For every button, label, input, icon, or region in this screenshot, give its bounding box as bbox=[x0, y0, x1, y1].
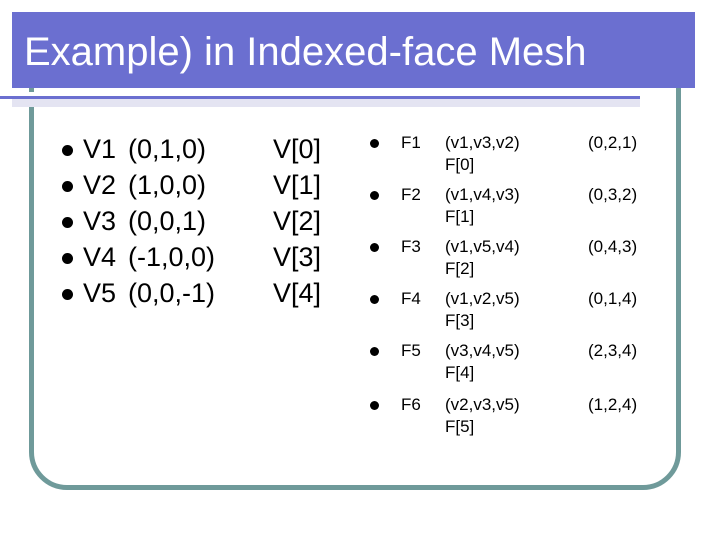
vertex-name: V1 bbox=[83, 134, 117, 164]
face-name: F5 bbox=[401, 341, 421, 360]
face-ids: (0,1,4) bbox=[588, 289, 638, 308]
title-rule-shadow bbox=[12, 99, 640, 107]
face-index: F[0] bbox=[445, 155, 475, 174]
face-index: F[4] bbox=[445, 363, 475, 382]
face-ids: (0,3,2) bbox=[588, 185, 638, 204]
vertex-index: V[0] bbox=[273, 134, 322, 164]
face-name: F3 bbox=[401, 237, 421, 256]
face-name: F2 bbox=[401, 185, 421, 204]
face-index: F[2] bbox=[445, 259, 475, 278]
vertex-name: V5 bbox=[83, 278, 117, 308]
vertex-name: V4 bbox=[83, 242, 117, 272]
bullet-icon bbox=[62, 253, 73, 264]
title-rule bbox=[0, 92, 640, 96]
bullet-icon bbox=[62, 145, 73, 156]
face-index: F[3] bbox=[445, 311, 475, 330]
face-verts: (v1,v4,v3) bbox=[445, 185, 520, 204]
bullet-icon bbox=[62, 289, 73, 300]
bullet-icon bbox=[370, 401, 379, 410]
bullet-icon bbox=[62, 181, 73, 192]
face-name: F1 bbox=[401, 133, 421, 152]
face-ids: (0,2,1) bbox=[588, 133, 638, 152]
bullet-icon bbox=[370, 295, 379, 304]
face-name: F6 bbox=[401, 395, 421, 414]
vertex-index: V[4] bbox=[273, 278, 322, 308]
slide-frame bbox=[29, 20, 681, 490]
vertex-name: V3 bbox=[83, 206, 117, 236]
vertex-coords: (1,0,0) bbox=[128, 170, 207, 200]
face-verts: (v2,v3,v5) bbox=[445, 395, 520, 414]
face-index: F[1] bbox=[445, 207, 475, 226]
face-name: F4 bbox=[401, 289, 421, 308]
face-verts: (v1,v2,v5) bbox=[445, 289, 520, 308]
vertex-coords: (0,0,-1) bbox=[128, 278, 216, 308]
face-verts: (v1,v5,v4) bbox=[445, 237, 520, 256]
slide-title: Example) in Indexed-face Mesh bbox=[24, 30, 587, 74]
vertex-index: V[3] bbox=[273, 242, 322, 272]
bullet-icon bbox=[370, 139, 379, 148]
face-verts: (v3,v4,v5) bbox=[445, 341, 520, 360]
face-index: F[5] bbox=[445, 417, 475, 436]
vertex-coords: (0,0,1) bbox=[128, 206, 207, 236]
face-ids: (2,3,4) bbox=[588, 341, 638, 360]
vertex-index: V[2] bbox=[273, 206, 322, 236]
bullet-icon bbox=[370, 347, 379, 356]
bullet-icon bbox=[62, 217, 73, 228]
title-rule-line bbox=[0, 96, 640, 99]
bullet-icon bbox=[370, 243, 379, 252]
face-ids: (1,2,4) bbox=[588, 395, 638, 414]
vertex-coords: (-1,0,0) bbox=[128, 242, 216, 272]
title-bar bbox=[12, 12, 695, 88]
vertex-index: V[1] bbox=[273, 170, 322, 200]
vertex-name: V2 bbox=[83, 170, 117, 200]
bullet-icon bbox=[370, 191, 379, 200]
face-ids: (0,4,3) bbox=[588, 237, 638, 256]
face-verts: (v1,v3,v2) bbox=[445, 133, 520, 152]
vertex-coords: (0,1,0) bbox=[128, 134, 207, 164]
